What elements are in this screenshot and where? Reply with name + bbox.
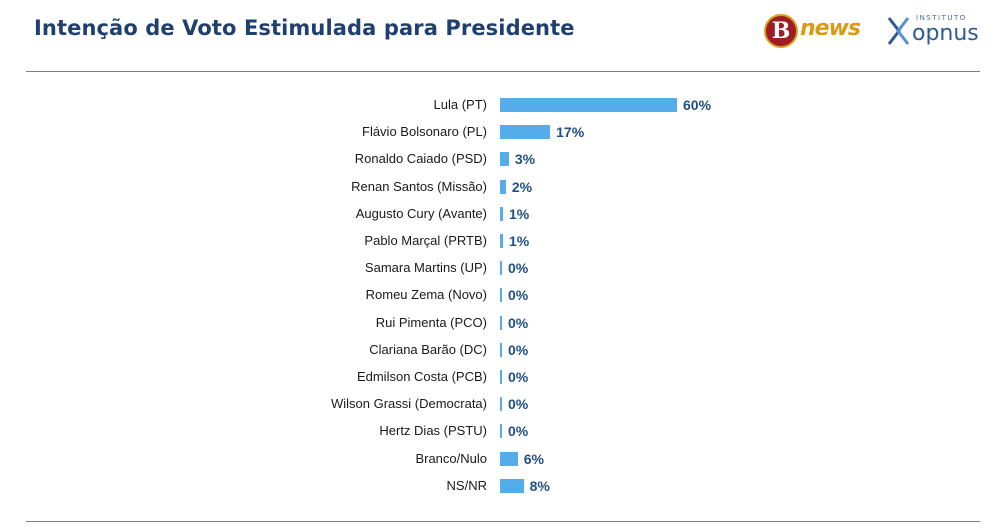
chart-row: Samara Martins (UP) 0% <box>0 258 1007 278</box>
category-label: Flávio Bolsonaro (PL) <box>362 124 487 140</box>
category-label: Ronaldo Caiado (PSD) <box>354 151 487 167</box>
value-label: 0% <box>508 314 529 331</box>
opnus-logo: INSTITUTO opnus <box>886 14 986 50</box>
bar <box>500 125 551 140</box>
value-label: 60% <box>683 97 712 113</box>
chart-row: NS/NR 8% <box>0 476 1007 496</box>
bnews-logo: B news <box>764 12 880 50</box>
chart-row: Clariana Barão (DC) 0% <box>0 340 1007 360</box>
category-label: Samara Martins (UP) <box>364 260 487 276</box>
bar <box>500 234 503 248</box>
chart-row: Edmilson Costa (PCB) 0% <box>0 367 1007 387</box>
value-label: 1% <box>508 233 530 249</box>
value-label: 0% <box>508 369 529 385</box>
chart-row: Ronaldo Caiado (PSD) 3% <box>0 149 1007 169</box>
value-label: 1% <box>508 205 530 222</box>
category-label: Edmilson Costa (PCB) <box>356 369 487 384</box>
category-label: Clariana Barão (DC) <box>369 341 487 357</box>
bar <box>500 206 503 221</box>
chart-row: Rui Pimenta (PCO) 0% <box>0 313 1007 333</box>
bar <box>500 342 502 357</box>
value-label: 0% <box>508 396 529 413</box>
value-label: 0% <box>508 287 529 304</box>
chart-row: Branco/Nulo 6% <box>0 449 1007 469</box>
value-label: 0% <box>508 260 529 277</box>
opnus-x-icon <box>887 17 910 45</box>
value-label: 0% <box>508 423 529 440</box>
bar <box>500 451 518 466</box>
value-label: 6% <box>523 450 544 467</box>
bar <box>500 288 502 303</box>
bar <box>500 261 502 276</box>
chart-row: Wilson Grassi (Democrata) 0% <box>0 394 1007 414</box>
category-label: Wilson Grassi (Democrata) <box>330 396 487 412</box>
bnews-logo-badge: B <box>764 14 798 48</box>
chart-row: Augusto Cury (Avante) 1% <box>0 204 1007 224</box>
bar <box>500 478 524 493</box>
category-label: Romeu Zema (Novo) <box>365 287 487 303</box>
bar <box>500 179 506 194</box>
category-label: Pablo Marçal (PRTB) <box>364 233 487 248</box>
bar <box>500 424 502 439</box>
chart-row: Hertz Dias (PSTU) 0% <box>0 421 1007 441</box>
bottom-divider <box>26 521 980 522</box>
opnus-logo-word: opnus <box>912 21 979 46</box>
category-label: NS/NR <box>446 477 487 493</box>
bar <box>500 98 677 112</box>
bar <box>500 397 502 412</box>
chart-row: Lula (PT) 60% <box>0 95 1007 115</box>
value-label: 17% <box>556 124 585 141</box>
top-divider <box>26 71 980 72</box>
chart-row: Flávio Bolsonaro (PL) 17% <box>0 122 1007 142</box>
value-label: 3% <box>514 151 536 168</box>
category-label: Augusto Cury (Avante) <box>355 205 487 221</box>
value-label: 8% <box>529 477 550 494</box>
opnus-logo-small: INSTITUTO <box>916 14 967 22</box>
bar-chart: Lula (PT) 60% Flávio Bolsonaro (PL) 17% Rona… <box>0 95 1007 505</box>
chart-row: Pablo Marçal (PRTB) 1% <box>0 231 1007 251</box>
value-label: 2% <box>511 178 533 195</box>
category-label: Branco/Nulo <box>415 450 487 466</box>
category-label: Rui Pimenta (PCO) <box>375 314 487 330</box>
category-label: Lula (PT) <box>433 97 487 112</box>
bar <box>500 315 502 330</box>
bnews-logo-word: news <box>800 16 861 41</box>
category-label: Renan Santos (Missão) <box>351 178 487 194</box>
chart-row: Renan Santos (Missão) 2% <box>0 177 1007 197</box>
value-label: 0% <box>508 341 529 358</box>
category-label: Hertz Dias (PSTU) <box>379 423 487 439</box>
chart-title: Intenção de Voto Estimulada para Preside… <box>34 16 575 40</box>
bar <box>500 370 502 384</box>
chart-row: Romeu Zema (Novo) 0% <box>0 285 1007 305</box>
bar <box>500 152 509 167</box>
